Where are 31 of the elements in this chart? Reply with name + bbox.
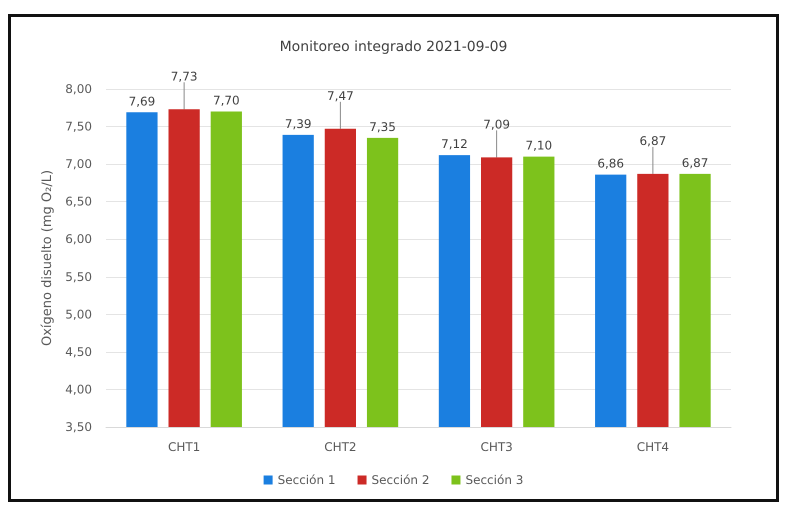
data-label: 7,12 — [441, 137, 468, 152]
data-label: 7,35 — [369, 120, 396, 134]
data-label: 7,09 — [483, 117, 510, 132]
y-tick-label: 5,50 — [65, 270, 92, 284]
data-label: 7,39 — [284, 116, 312, 131]
y-tick-label: 3,50 — [65, 420, 92, 434]
data-label: 6,87 — [682, 156, 708, 170]
chart-title: Monitoreo integrado 2021-09-09 — [280, 39, 508, 55]
x-tick-label: CHT4 — [636, 440, 670, 454]
y-tick-label: 4,50 — [65, 344, 92, 359]
data-label: 6,86 — [597, 156, 624, 171]
legend-label: Sección 2 — [372, 473, 430, 487]
data-label: 7,73 — [170, 69, 198, 84]
data-label: 6,87 — [640, 134, 666, 148]
x-tick-label: CHT3 — [480, 440, 513, 454]
data-label: 7,47 — [327, 88, 354, 103]
x-tick-label: CHT2 — [324, 440, 357, 454]
x-tick-label: CHT1 — [168, 440, 200, 454]
data-label: 7,70 — [212, 94, 240, 108]
legend-label: Sección 1 — [278, 473, 336, 487]
data-label: 7,10 — [525, 138, 552, 153]
y-axis-title: Oxígeno disuelto (mg O₂/L) — [40, 170, 55, 346]
y-tick-label: 4,00 — [65, 382, 92, 396]
data-label: 7,69 — [128, 94, 156, 108]
y-tick-label: 7,00 — [65, 157, 92, 172]
y-tick-label: 5,00 — [65, 307, 92, 322]
y-tick-label: 7,50 — [65, 120, 92, 134]
legend-label: Sección 3 — [465, 473, 524, 487]
y-tick-label: 8,00 — [65, 82, 92, 96]
y-tick-label: 6,00 — [65, 232, 92, 246]
y-tick-label: 6,50 — [65, 194, 92, 209]
